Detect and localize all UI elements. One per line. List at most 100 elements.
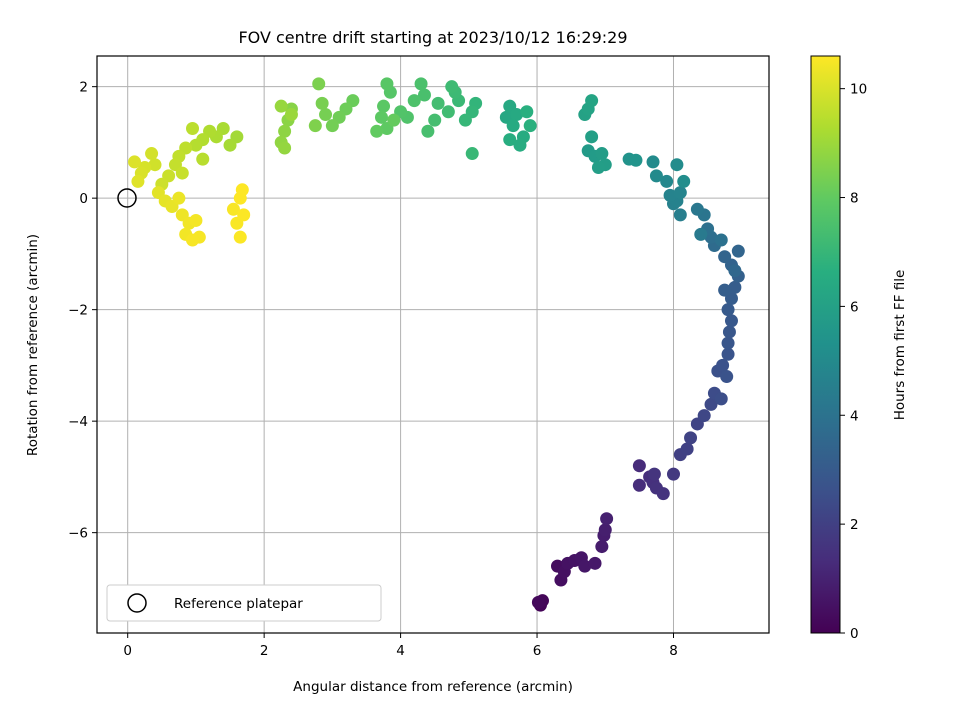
data-point	[731, 244, 745, 258]
data-point	[724, 314, 738, 328]
data-point	[531, 595, 545, 609]
data-point	[465, 147, 479, 161]
data-point	[520, 105, 534, 119]
data-point	[441, 105, 455, 119]
data-point	[223, 138, 237, 152]
data-point	[595, 540, 609, 554]
legend-marker	[127, 593, 147, 613]
data-point	[374, 110, 388, 124]
data-point	[585, 94, 599, 108]
y-axis: 2 0 −2 −4 −6	[68, 80, 97, 542]
data-point	[308, 119, 322, 133]
colorbar: 0 2 4 6 8 10 Hours from first FF file	[810, 55, 908, 642]
data-point	[629, 153, 643, 167]
legend-entry: Reference platepar	[174, 596, 303, 612]
data-point	[506, 119, 520, 133]
reference-platepar-marker	[117, 188, 137, 208]
data-point	[458, 113, 472, 127]
data-point	[235, 183, 249, 197]
data-point	[380, 77, 394, 91]
data-point	[523, 119, 537, 133]
chart-title: FOV centre drift starting at 2023/10/12 …	[238, 28, 627, 47]
data-point	[722, 325, 736, 339]
data-point	[233, 230, 247, 244]
data-point	[186, 233, 200, 247]
data-point	[714, 392, 728, 406]
x-axis-label: Angular distance from reference (arcmin)	[293, 679, 573, 695]
x-tick-label: 0	[123, 643, 132, 659]
data-point	[428, 113, 442, 127]
data-point	[377, 99, 391, 113]
data-point	[175, 166, 189, 180]
data-point	[632, 459, 646, 473]
data-point	[716, 358, 730, 372]
data-point	[680, 442, 694, 456]
data-point	[186, 121, 200, 135]
data-point	[503, 133, 517, 147]
colorbar-tick-label: 4	[850, 408, 859, 424]
data-point	[591, 160, 605, 174]
data-point	[237, 208, 251, 222]
data-point	[714, 233, 728, 247]
data-point	[647, 467, 661, 481]
data-point	[663, 188, 677, 202]
data-point	[660, 174, 674, 188]
x-tick-label: 4	[396, 643, 405, 659]
data-point	[128, 155, 142, 169]
y-tick-label: −2	[68, 303, 88, 319]
data-point	[131, 174, 145, 188]
data-point	[387, 113, 401, 127]
data-point	[431, 96, 445, 110]
data-point	[278, 141, 292, 155]
data-point	[666, 467, 680, 481]
data-point	[315, 96, 329, 110]
data-point	[646, 155, 660, 169]
data-point	[600, 512, 614, 526]
x-tick-label: 8	[669, 643, 678, 659]
data-point	[721, 347, 735, 361]
y-tick-label: 0	[79, 191, 88, 207]
x-axis: 0 2 4 6 8	[123, 633, 678, 659]
data-point	[684, 431, 698, 445]
data-point	[598, 523, 612, 537]
data-point	[284, 108, 298, 122]
data-point	[721, 303, 735, 317]
data-point	[697, 409, 711, 423]
colorbar-tick-label: 8	[850, 191, 859, 207]
colorbar-gradient	[810, 55, 841, 634]
data-point	[578, 559, 592, 573]
legend-box	[106, 584, 382, 622]
data-point	[319, 108, 333, 122]
data-point	[196, 152, 210, 166]
data-point	[585, 130, 599, 144]
colorbar-ticks: 0 2 4 6 8 10	[840, 82, 867, 642]
data-point	[588, 556, 602, 570]
colorbar-tick-label: 2	[850, 517, 859, 533]
data-point	[445, 80, 459, 94]
plot-frame	[96, 55, 770, 634]
data-point	[677, 174, 691, 188]
colorbar-tick-label: 10	[850, 82, 867, 98]
data-point	[690, 202, 704, 216]
data-point	[694, 227, 708, 241]
data-point	[656, 487, 670, 501]
data-point	[670, 158, 684, 172]
data-point	[407, 94, 421, 108]
data-point	[718, 283, 732, 297]
data-point	[325, 119, 339, 133]
y-axis-label: Rotation from reference (arcmin)	[25, 234, 41, 456]
data-point	[513, 138, 527, 152]
data-point	[720, 370, 734, 384]
y-tick-label: −4	[68, 414, 88, 430]
x-tick-label: 6	[533, 643, 542, 659]
data-point	[728, 280, 742, 294]
data-point	[226, 202, 240, 216]
data-point	[704, 397, 718, 411]
colorbar-tick-label: 0	[850, 626, 859, 642]
data-point	[721, 336, 735, 350]
data-point	[510, 108, 524, 122]
data-point	[278, 124, 292, 138]
y-tick-label: −6	[68, 526, 88, 542]
colorbar-label: Hours from first FF file	[892, 270, 908, 421]
